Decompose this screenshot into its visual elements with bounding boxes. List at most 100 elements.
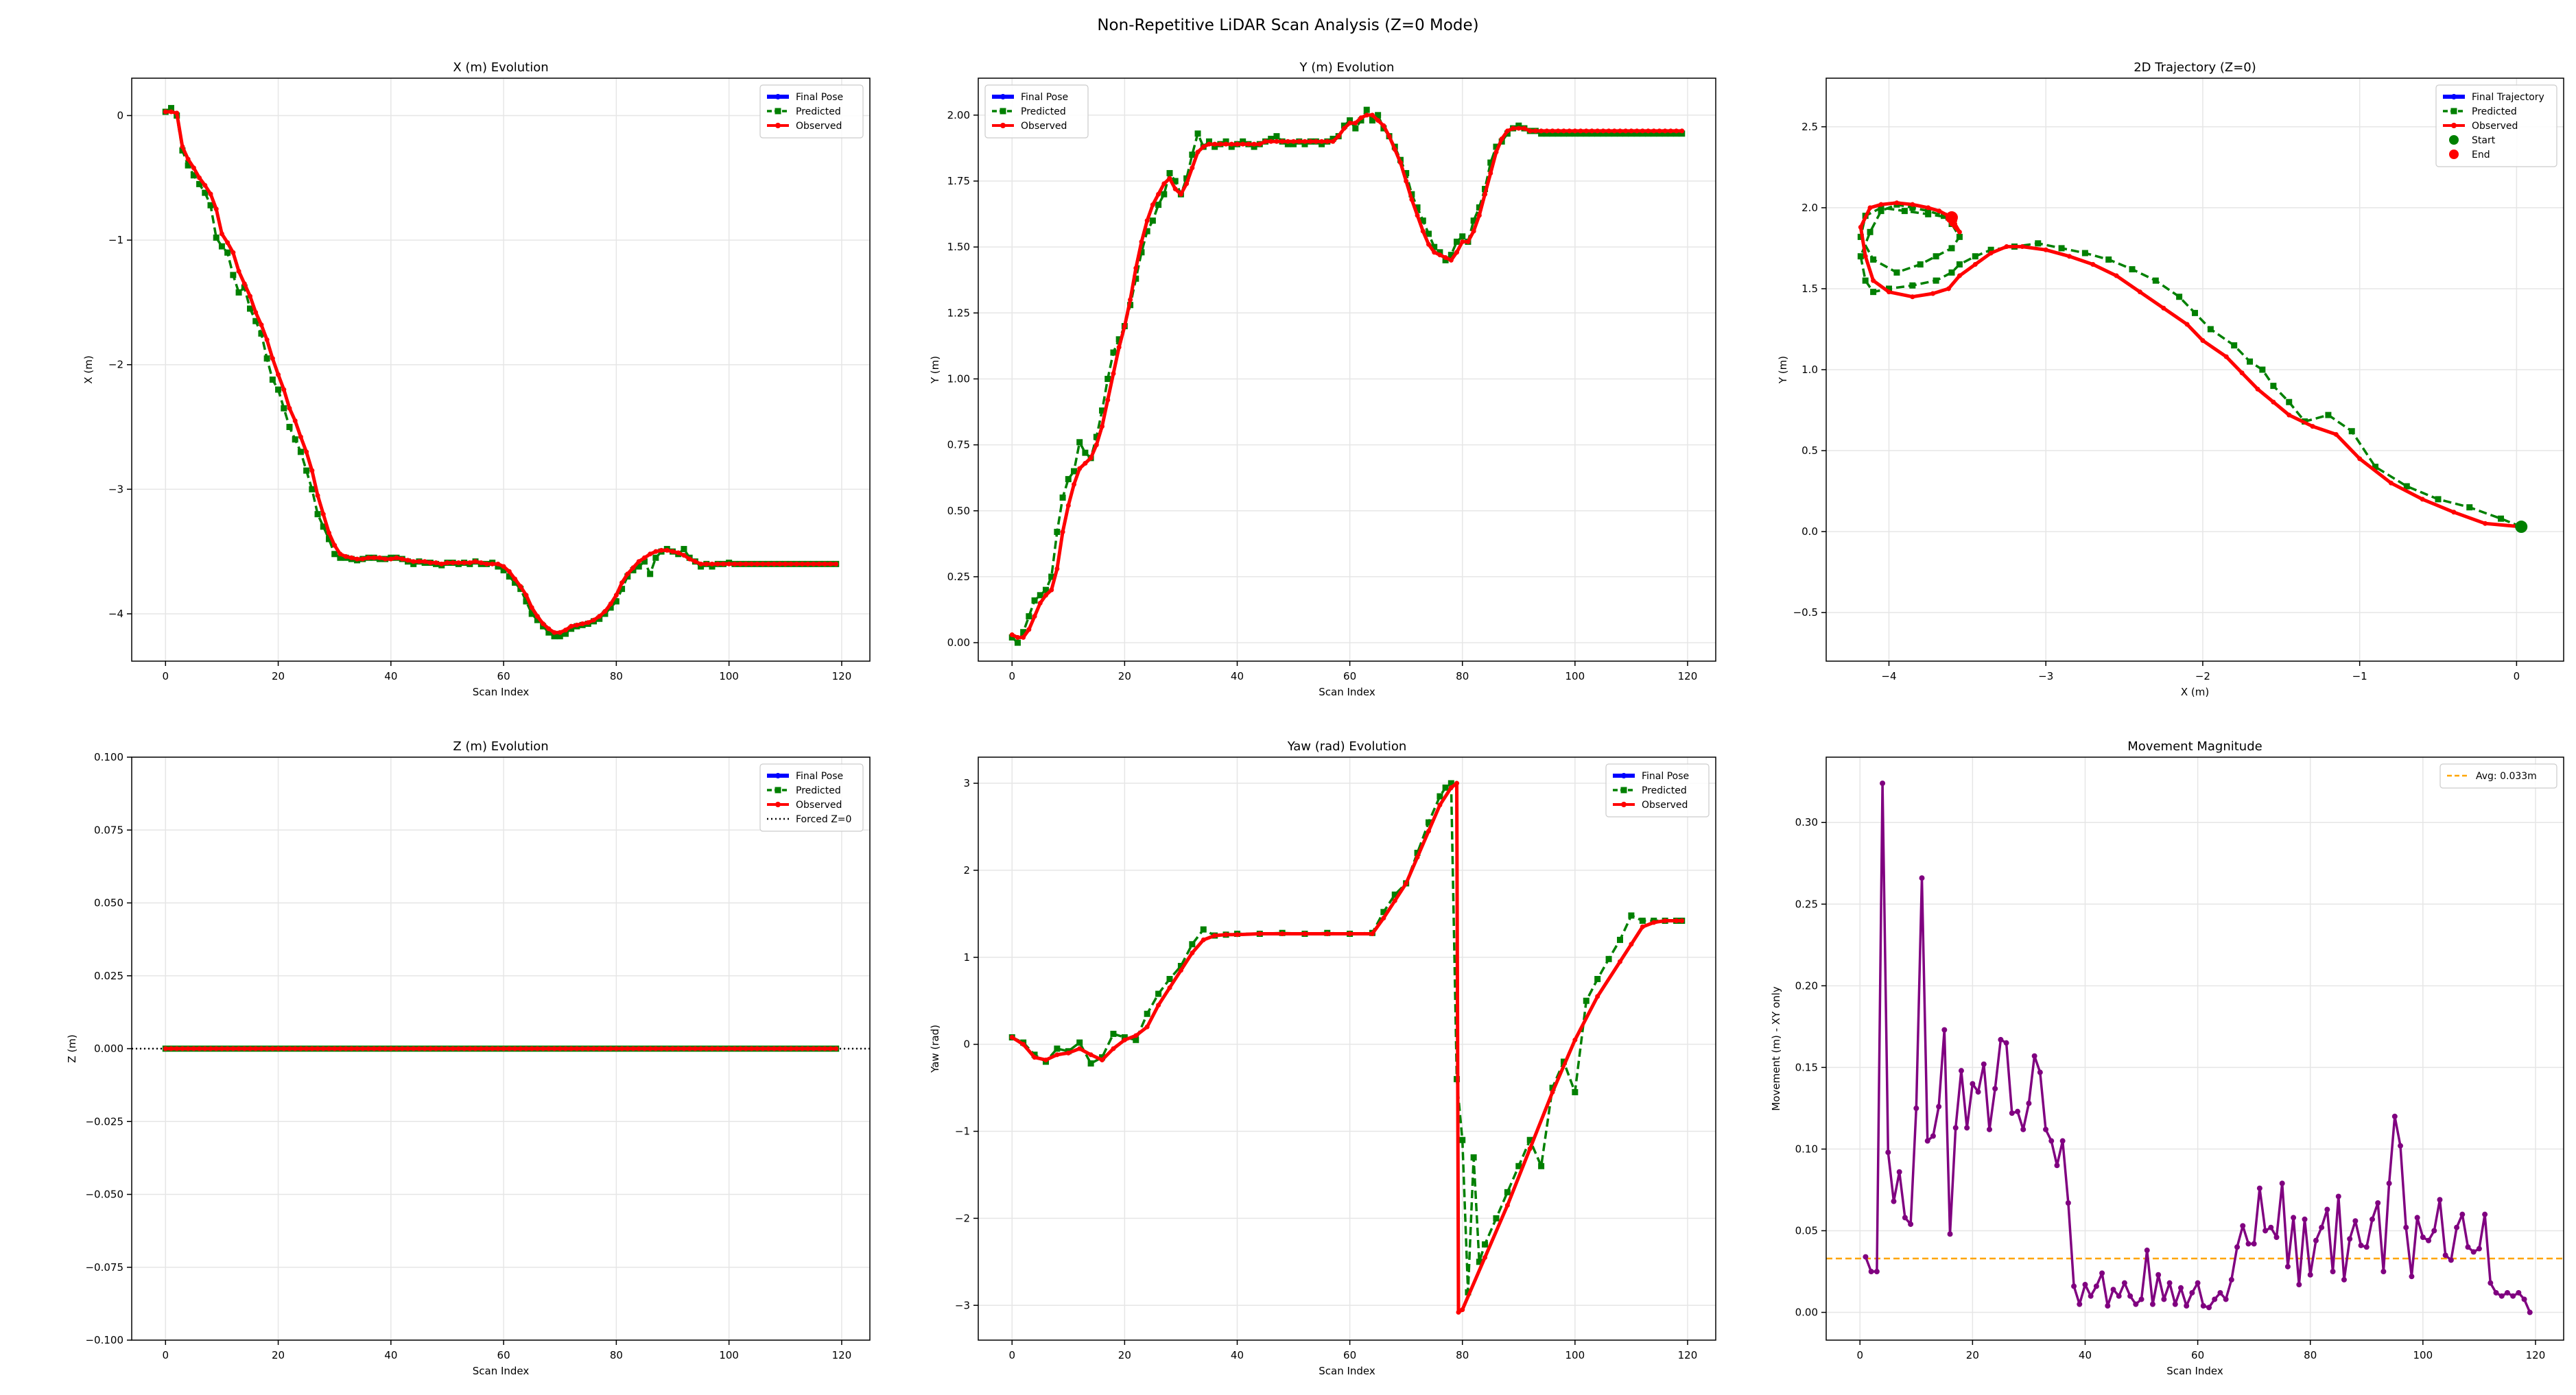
data-point xyxy=(754,1045,761,1052)
data-point xyxy=(805,1046,811,1051)
data-point xyxy=(1550,1089,1555,1095)
legend-entry: Observed xyxy=(2443,121,2518,132)
data-point xyxy=(1031,597,1038,604)
legend-label: End xyxy=(2472,150,2490,160)
data-point xyxy=(411,559,416,564)
data-point xyxy=(2144,1248,2150,1254)
data-point xyxy=(286,1045,293,1052)
data-point xyxy=(472,558,479,565)
data-point xyxy=(1088,455,1094,461)
data-point xyxy=(1391,891,1398,898)
data-point xyxy=(2105,1303,2111,1309)
data-point xyxy=(1048,573,1055,580)
data-point xyxy=(433,560,440,567)
legend-entry: End xyxy=(2449,150,2490,160)
data-point xyxy=(512,580,519,586)
data-point xyxy=(2240,1223,2246,1229)
data-point xyxy=(450,560,456,566)
y-tick-label: −1 xyxy=(955,1125,970,1138)
data-point xyxy=(1397,160,1403,165)
data-point xyxy=(552,630,557,635)
data-point xyxy=(2279,1180,2285,1187)
data-point xyxy=(1948,245,1955,252)
data-point xyxy=(1358,117,1364,124)
data-point xyxy=(1515,1162,1522,1169)
legend: Final Pose Predicted Observed xyxy=(1605,763,1710,818)
legend-swatch-marker xyxy=(2449,150,2459,159)
data-point xyxy=(1600,128,1606,134)
data-point xyxy=(1867,228,1874,235)
data-point xyxy=(562,630,569,637)
data-point xyxy=(433,1045,440,1052)
data-point xyxy=(833,1045,840,1052)
data-point xyxy=(528,1045,535,1052)
data-point xyxy=(404,1045,411,1052)
data-point xyxy=(641,1046,647,1051)
data-point xyxy=(174,112,180,119)
data-point xyxy=(1072,481,1077,487)
y-tick-label: 0.50 xyxy=(947,505,970,517)
legend-label: Final Pose xyxy=(796,771,843,782)
data-point xyxy=(1956,233,1963,240)
data-point xyxy=(766,1046,771,1051)
y-tick-label: 3 xyxy=(963,777,970,789)
data-point xyxy=(444,1045,451,1052)
data-point xyxy=(269,1045,276,1052)
data-point xyxy=(811,561,816,567)
data-point xyxy=(2133,1301,2139,1307)
data-point xyxy=(732,561,737,567)
data-point xyxy=(1917,261,1924,268)
data-point xyxy=(489,560,496,567)
data-point xyxy=(1397,156,1404,163)
data-point xyxy=(1330,135,1336,142)
data-point xyxy=(1988,250,1994,256)
data-point xyxy=(1319,139,1325,144)
data-point xyxy=(382,1045,389,1052)
data-point xyxy=(241,1045,248,1052)
data-point xyxy=(1065,1048,1072,1055)
data-point xyxy=(1426,828,1431,834)
data-point xyxy=(185,1045,191,1052)
y-axis-label: X (m) xyxy=(82,355,95,383)
data-point xyxy=(1297,139,1302,144)
chart-title: X (m) Evolution xyxy=(453,60,548,75)
data-point xyxy=(1454,250,1460,255)
data-point xyxy=(648,551,653,557)
data-point xyxy=(1419,217,1426,224)
legend-entry: Observed xyxy=(1613,800,1688,811)
data-point xyxy=(1234,932,1240,938)
data-point xyxy=(658,1045,665,1052)
data-point xyxy=(399,1045,405,1052)
x-tick-label: 20 xyxy=(272,670,285,682)
data-point xyxy=(2129,266,2136,273)
data-point xyxy=(2348,428,2355,435)
x-tick-label: 40 xyxy=(384,670,397,682)
data-point xyxy=(416,559,422,564)
data-point xyxy=(1324,929,1331,936)
data-point xyxy=(1335,133,1342,140)
data-point xyxy=(602,608,608,614)
x-tick-label: 0 xyxy=(1008,670,1015,682)
data-point xyxy=(1560,130,1567,137)
data-point xyxy=(2414,1215,2420,1221)
data-point xyxy=(2518,523,2525,530)
data-point xyxy=(1589,128,1594,134)
legend: Final Trajectory Predicted Observed Start En… xyxy=(2435,84,2557,167)
data-point xyxy=(1201,937,1206,942)
data-point xyxy=(1880,780,1886,787)
data-point xyxy=(574,623,580,630)
data-point xyxy=(416,1045,423,1052)
y-tick-label: −3 xyxy=(108,483,123,495)
data-point xyxy=(281,1046,287,1051)
y-axis-label: Y (m) xyxy=(1777,356,1789,384)
data-point xyxy=(1949,222,1954,226)
data-point xyxy=(1459,1136,1466,1143)
data-point xyxy=(1583,128,1589,134)
data-point xyxy=(2176,294,2183,300)
data-point xyxy=(1476,1259,1482,1265)
data-point xyxy=(1268,139,1274,144)
data-point xyxy=(1633,130,1640,137)
data-point xyxy=(495,1046,501,1051)
data-point xyxy=(388,556,394,562)
data-point xyxy=(1447,780,1454,787)
